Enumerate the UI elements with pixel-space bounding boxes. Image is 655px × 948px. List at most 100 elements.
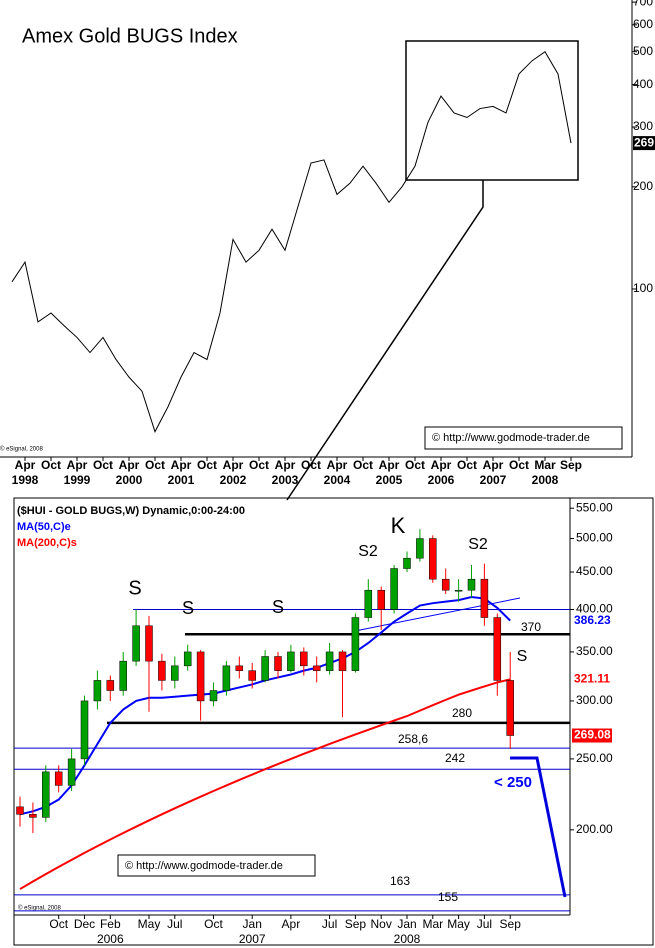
x-tick-label: May [138, 917, 161, 931]
x-tick-label: Apr [379, 458, 400, 472]
candle-body [480, 578, 489, 618]
year-label: 2007 [480, 473, 507, 487]
year-label: 2006 [97, 932, 124, 946]
candle-body [287, 651, 295, 671]
y-tick-label: 700 [633, 0, 653, 8]
x-tick-label: Apr [171, 458, 192, 472]
moving-average [19, 678, 511, 890]
candle-body [54, 771, 63, 786]
candle-body [403, 557, 411, 569]
annotation: K [391, 513, 406, 538]
year-label: 1998 [12, 473, 39, 487]
legend-entry: MA(200,C)s [17, 537, 77, 549]
x-tick-label: Oct [457, 458, 477, 472]
annotation: S2 [468, 536, 488, 553]
x-tick-label: Feb [100, 917, 121, 931]
y-tick-label: 300 [633, 119, 653, 133]
candle-body [441, 578, 450, 591]
y-tick-label: 550.00 [576, 500, 613, 514]
last-value-box [572, 613, 612, 628]
candle-body [364, 589, 373, 618]
last-value: 386.23 [574, 613, 611, 627]
candle-body [145, 625, 153, 662]
candle-body [274, 656, 282, 671]
y-tick-label: 350.00 [576, 644, 613, 658]
y-tick-label: 500.00 [576, 531, 613, 545]
candle-body [171, 665, 179, 681]
x-tick-label: Apr [275, 458, 296, 472]
x-tick-label: May [447, 917, 470, 931]
year-label: 2008 [394, 932, 421, 946]
candle-body [235, 665, 244, 671]
level-label: 163 [390, 874, 410, 888]
x-tick-label: Jul [167, 917, 182, 931]
chart-title: Amex Gold BUGS Index [22, 25, 238, 47]
candle-body [158, 660, 166, 681]
x-tick-label: Oct [301, 458, 321, 472]
x-tick-label: Oct [353, 458, 373, 472]
year-label: 2004 [324, 473, 351, 487]
candle-body [16, 806, 24, 815]
candle-body [261, 656, 269, 681]
candle-body [67, 758, 76, 786]
x-tick-label: Sep [345, 917, 367, 931]
x-tick-label: Apr [15, 458, 36, 472]
candle-body [351, 617, 360, 671]
candle-body [29, 814, 37, 818]
x-tick-label: Oct [204, 917, 223, 931]
x-tick-label: Mar [534, 458, 556, 472]
x-tick-label: Oct [41, 458, 61, 472]
panel-frame [13, 497, 654, 946]
x-tick-label: Apr [431, 458, 452, 472]
y-tick-label: 300.00 [576, 693, 613, 707]
x-tick-label: Oct [145, 458, 165, 472]
candle-body [196, 651, 205, 702]
y-tick-label: 200.00 [576, 822, 613, 836]
zoom-box [405, 40, 579, 181]
candle-body [132, 625, 140, 662]
y-tick-label: 100 [633, 281, 653, 295]
level-label: 370 [521, 620, 541, 634]
annotation: S2 [358, 543, 378, 560]
x-tick-label: Jul [322, 917, 337, 931]
last-value-box [572, 728, 612, 743]
candle-body [222, 665, 231, 691]
candle-body [312, 665, 321, 671]
annotation: S [182, 598, 194, 618]
x-tick-label: Apr [483, 458, 504, 472]
annotation: S [517, 648, 528, 665]
candle-body [248, 670, 256, 681]
source: © http://www.godmode-trader.de [432, 432, 590, 444]
candle-body [325, 651, 334, 671]
x-tick-label: Apr [327, 458, 348, 472]
candle-body [93, 680, 102, 702]
candle-body [106, 680, 115, 691]
candle-body [209, 690, 218, 702]
credit: © eSignal, 2008 [18, 905, 61, 912]
candle-body [80, 700, 89, 760]
y-tick-label: 450.00 [576, 564, 613, 578]
zoom-connector [286, 180, 484, 501]
year-label: 2000 [116, 473, 143, 487]
x-tick-label: Apr [67, 458, 88, 472]
level-label: 258,6 [398, 732, 428, 746]
x-tick-label: Oct [49, 917, 68, 931]
source-box [117, 854, 316, 877]
panel-title: ($HUI - GOLD BUGS,W) Dynamic,0:00-24:00 [17, 505, 245, 517]
x-tick-label: Apr [119, 458, 140, 472]
x-tick-label: Oct [509, 458, 529, 472]
year-label: 2001 [168, 473, 195, 487]
annotation: S [272, 597, 284, 617]
last-value-box [572, 672, 612, 687]
year-label: 2002 [220, 473, 247, 487]
candle-body [454, 589, 463, 592]
year-label: 2003 [272, 473, 299, 487]
credit: © eSignal, 2008 [0, 446, 43, 453]
source: © http://www.godmode-trader.de [125, 860, 283, 872]
x-tick-label: Jan [243, 917, 262, 931]
candle-body [183, 651, 192, 667]
year-label: 2007 [239, 932, 266, 946]
last-value-box [633, 136, 655, 151]
